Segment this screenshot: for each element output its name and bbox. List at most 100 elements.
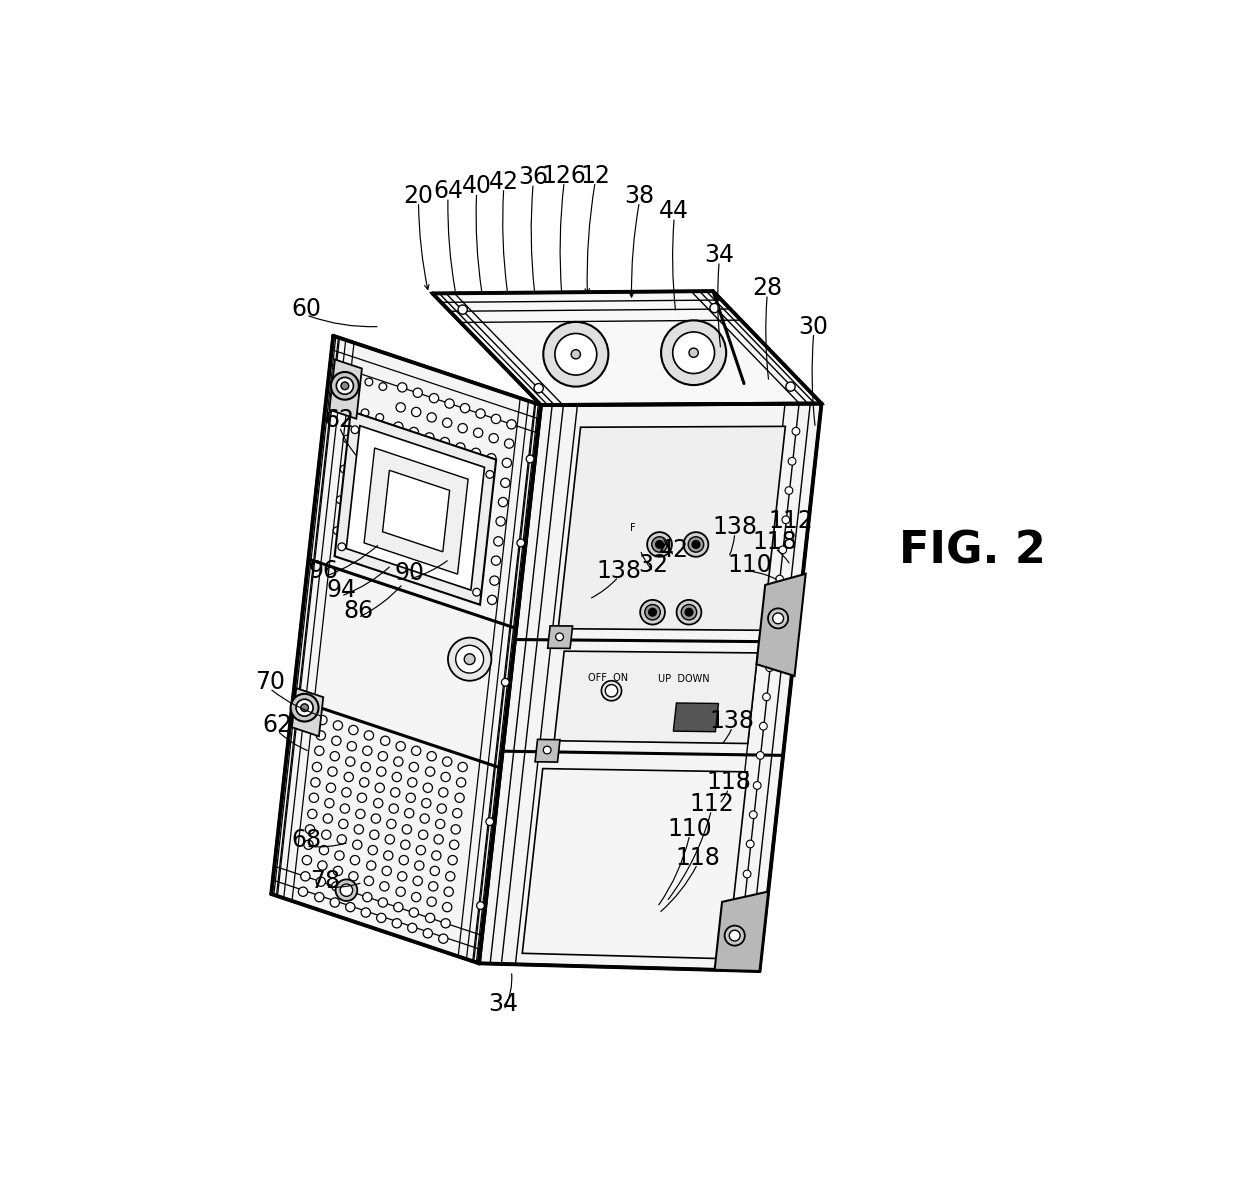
Circle shape (346, 903, 355, 912)
Circle shape (427, 555, 436, 565)
Circle shape (394, 564, 403, 573)
Circle shape (441, 918, 450, 928)
Circle shape (684, 609, 693, 616)
Circle shape (334, 867, 342, 875)
Text: 34: 34 (489, 992, 518, 1016)
Circle shape (308, 810, 317, 819)
Circle shape (320, 845, 329, 855)
Text: 30: 30 (799, 314, 828, 339)
Circle shape (365, 731, 373, 740)
Circle shape (458, 304, 467, 314)
Circle shape (361, 907, 371, 917)
Polygon shape (536, 739, 560, 762)
Circle shape (438, 804, 446, 813)
Circle shape (301, 872, 310, 881)
Circle shape (746, 841, 754, 848)
Circle shape (304, 841, 312, 849)
Circle shape (389, 461, 398, 470)
Polygon shape (365, 448, 469, 574)
Circle shape (451, 482, 461, 491)
Circle shape (444, 887, 454, 897)
Circle shape (374, 783, 384, 793)
Circle shape (409, 570, 419, 578)
Text: 64: 64 (433, 179, 463, 203)
Text: 118: 118 (675, 845, 720, 870)
Circle shape (348, 726, 358, 734)
Circle shape (419, 830, 428, 839)
Circle shape (367, 861, 376, 870)
Circle shape (413, 876, 423, 886)
Text: F: F (630, 523, 636, 533)
Circle shape (343, 435, 351, 443)
Circle shape (408, 923, 417, 933)
Circle shape (517, 538, 525, 547)
Circle shape (351, 856, 360, 864)
Circle shape (434, 835, 444, 844)
Circle shape (502, 458, 511, 467)
Circle shape (414, 861, 424, 870)
Circle shape (315, 746, 324, 756)
Circle shape (661, 320, 727, 384)
Text: 112: 112 (768, 509, 813, 533)
Polygon shape (554, 651, 758, 744)
Circle shape (785, 487, 792, 494)
Circle shape (363, 746, 372, 756)
Circle shape (425, 767, 435, 776)
Text: 40: 40 (461, 174, 491, 198)
Text: 118: 118 (706, 770, 751, 794)
Circle shape (396, 887, 405, 897)
Circle shape (370, 830, 379, 839)
Circle shape (331, 373, 358, 400)
Circle shape (377, 767, 386, 776)
Circle shape (425, 913, 435, 923)
Circle shape (321, 830, 331, 839)
Circle shape (445, 399, 454, 408)
Circle shape (394, 421, 403, 431)
Text: 90: 90 (394, 561, 424, 585)
Circle shape (356, 810, 365, 819)
Circle shape (347, 887, 357, 897)
Circle shape (434, 496, 444, 505)
Circle shape (729, 930, 740, 941)
Text: 138: 138 (709, 709, 755, 733)
Circle shape (458, 565, 467, 574)
Circle shape (456, 443, 465, 453)
Circle shape (317, 861, 327, 870)
Circle shape (443, 757, 451, 767)
Circle shape (501, 479, 510, 487)
Circle shape (392, 773, 402, 782)
Circle shape (792, 427, 800, 435)
Circle shape (402, 486, 412, 496)
Text: 68: 68 (291, 829, 321, 853)
Circle shape (409, 427, 419, 437)
Text: FIG. 2: FIG. 2 (899, 530, 1047, 573)
Circle shape (371, 814, 381, 823)
Circle shape (422, 799, 432, 808)
Circle shape (601, 681, 621, 701)
Circle shape (432, 516, 441, 525)
Circle shape (378, 898, 387, 907)
Circle shape (392, 918, 402, 928)
Text: 70: 70 (254, 670, 285, 694)
Circle shape (479, 531, 487, 541)
Polygon shape (291, 688, 324, 737)
Circle shape (763, 693, 770, 701)
Circle shape (336, 496, 345, 504)
Circle shape (526, 455, 534, 463)
Circle shape (404, 808, 414, 818)
Circle shape (303, 856, 311, 864)
Circle shape (453, 808, 463, 818)
Text: 110: 110 (667, 817, 712, 841)
Circle shape (443, 418, 451, 427)
Circle shape (404, 467, 414, 476)
Circle shape (472, 589, 481, 596)
Circle shape (335, 851, 345, 860)
Circle shape (458, 762, 467, 771)
Text: 60: 60 (291, 297, 321, 321)
Circle shape (556, 633, 563, 641)
Circle shape (336, 880, 357, 901)
Circle shape (476, 550, 485, 560)
Circle shape (463, 527, 472, 535)
Circle shape (490, 576, 498, 585)
Circle shape (361, 762, 371, 771)
